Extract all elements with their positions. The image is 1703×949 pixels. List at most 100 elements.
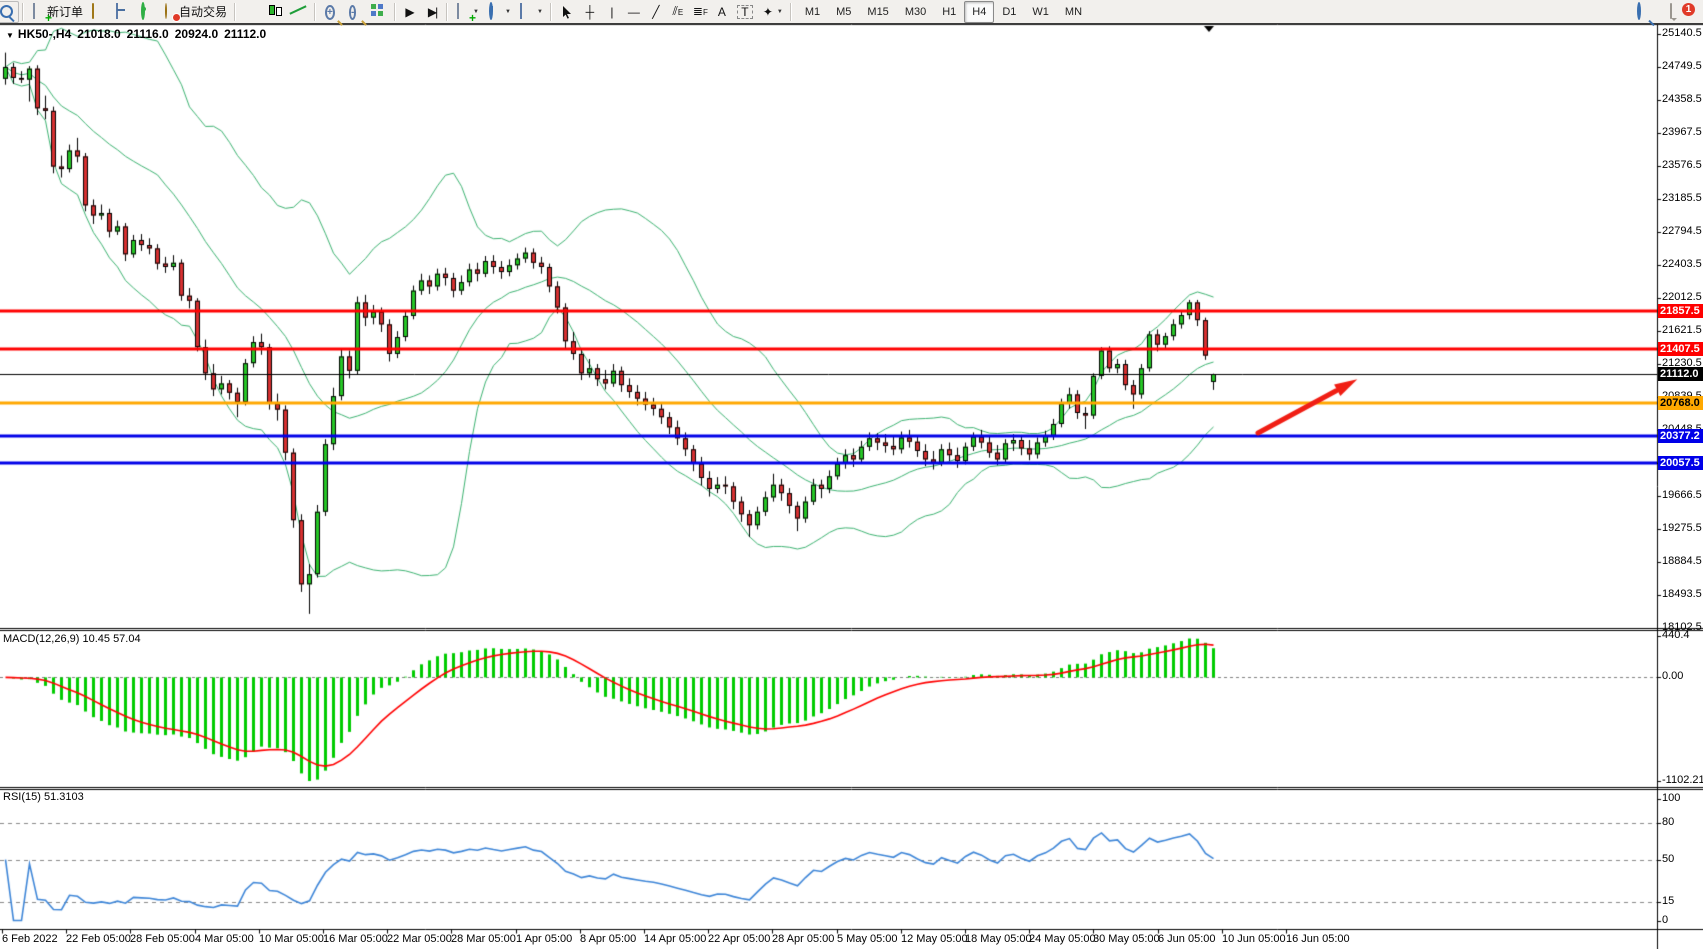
time-axis-label: 12 May 05:00 [901, 933, 968, 945]
macd-values: 10.45 57.04 [82, 633, 141, 645]
chart-menu-icon [0, 5, 13, 18]
cursor-button[interactable] [555, 1, 579, 23]
timeframe-label: M5 [836, 5, 852, 18]
price-axis-tick: 18884.5 [1662, 555, 1702, 567]
trendline-button[interactable]: ╱ [645, 1, 667, 23]
time-axis-label: 6 Jun 05:00 [1158, 933, 1216, 945]
timeframe-button-M30[interactable]: M30 [897, 1, 934, 23]
templates-button[interactable]: ▼ [515, 1, 547, 23]
time-axis-label: 10 Mar 05:00 [259, 933, 324, 945]
zoom-out-button[interactable]: - [343, 1, 367, 23]
price-axis-tick: 18493.5 [1662, 588, 1702, 600]
macd-axis-tick: 440.4 [1662, 629, 1690, 641]
horizontal-line-button[interactable]: — [623, 1, 645, 23]
macd-axis-tick: -1102.21 [1662, 774, 1703, 786]
price-axis-tick: 21230.5 [1662, 357, 1702, 369]
equidistant-channel-button[interactable]: ⫽E [667, 1, 689, 23]
signal-button[interactable] [135, 1, 159, 23]
open-value: 21018.0 [77, 27, 121, 41]
bar-chart-button[interactable] [239, 1, 263, 23]
price-level-tag: 21857.5 [1658, 304, 1703, 318]
vertical-line-icon: | [610, 4, 614, 19]
timeframe-button-MN[interactable]: MN [1057, 1, 1090, 23]
price-level-tag: 20377.2 [1658, 429, 1703, 443]
timeframe-label: M1 [804, 5, 821, 18]
text-icon: A [717, 4, 726, 19]
collapse-triangle-icon: ▼ [6, 31, 14, 40]
new-order-button[interactable]: 新订单 [27, 1, 87, 23]
chart-shift-button[interactable]: ▶| [421, 1, 443, 23]
clock-icon [488, 1, 493, 20]
search-button[interactable] [1631, 1, 1655, 23]
price-level-tag: 20057.5 [1658, 456, 1703, 470]
timeframe-label: D1 [1002, 5, 1017, 18]
auto-scroll-icon: ▶ [405, 4, 415, 19]
price-axis-tick: 22794.5 [1662, 225, 1702, 237]
time-axis-label: 16 Jun 05:00 [1286, 933, 1350, 945]
zoom-in-button[interactable]: + [319, 1, 343, 23]
fibonacci-icon: ≣F [692, 3, 708, 18]
time-axis-label: 16 Mar 05:00 [323, 933, 388, 945]
timeframe-label: M15 [867, 5, 889, 18]
periods-button[interactable]: ▼ [483, 1, 515, 23]
trade-ticket-button[interactable] [87, 1, 111, 23]
vertical-line-button[interactable]: | [601, 1, 623, 23]
timeframe-toolbar: M1 M5 M15 M30 H1 H4 D1 W1 MN [795, 0, 1092, 23]
time-axis-label: 28 Feb 05:00 [130, 933, 195, 945]
timeframe-button-W1[interactable]: W1 [1024, 1, 1057, 23]
new-order-icon [33, 2, 35, 19]
text-label-icon: T [736, 4, 753, 19]
toolbar-separator [22, 2, 24, 21]
zoom-in-icon: + [325, 4, 335, 20]
chevron-down-icon: ▼ [776, 8, 783, 15]
price-axis-tick: 21621.5 [1662, 324, 1702, 336]
timeframe-button-H4[interactable]: H4 [964, 0, 995, 23]
chart-menu-button[interactable] [0, 0, 19, 23]
crosshair-icon: ┼ [585, 4, 595, 19]
trade-ticket-icon [92, 2, 95, 19]
fibonacci-button[interactable]: ≣F [689, 1, 711, 23]
line-chart-button[interactable] [287, 1, 311, 23]
horizontal-line-icon: — [627, 4, 640, 19]
search-icon [1637, 1, 1641, 20]
price-level-tag: 21407.5 [1658, 342, 1703, 356]
timeframe-button-M1[interactable]: M1 [797, 1, 828, 23]
time-axis-label: 8 Apr 05:00 [580, 933, 637, 945]
auto-scroll-button[interactable]: ▶ [399, 1, 421, 23]
arrows-button[interactable]: ✦ ▼ [757, 1, 787, 23]
indicators-icon [457, 2, 460, 19]
chevron-down-icon: ▼ [504, 8, 511, 15]
time-axis-label: 14 Apr 05:00 [644, 933, 707, 945]
timeframe-button-M5[interactable]: M5 [828, 1, 859, 23]
timeframe-button-M15[interactable]: M15 [859, 1, 896, 23]
time-axis-label: 10 Jun 05:00 [1222, 933, 1286, 945]
timeframe-label: H4 [972, 5, 987, 18]
timeframe-button-H1[interactable]: H1 [934, 1, 964, 23]
chat-icon [1670, 2, 1672, 19]
market-watch-button[interactable] [111, 1, 135, 23]
notifications-button[interactable]: 1 [1665, 1, 1695, 23]
time-axis-label: 18 May 05:00 [965, 933, 1032, 945]
price-axis-tick: 19275.5 [1662, 522, 1702, 534]
rsi-label: RSI(15) [3, 791, 41, 803]
chart-ohlc-header: ▼ HK50-,H4 21018.0 21116.0 20924.0 21112.0 [6, 27, 272, 41]
auto-trading-button[interactable]: 自动交易 [159, 1, 231, 23]
price-axis-tick: 22403.5 [1662, 258, 1702, 270]
tile-windows-button[interactable] [367, 1, 391, 23]
cursor-icon [559, 4, 575, 20]
text-button[interactable]: A [711, 1, 733, 23]
auto-trading-icon [165, 2, 168, 19]
timeframe-label: MN [1064, 5, 1083, 18]
rsi-indicator-label: RSI(15) 51.3103 [3, 791, 84, 803]
crosshair-button[interactable]: ┼ [579, 1, 601, 23]
price-axis-tick: 24749.5 [1662, 60, 1702, 72]
indicators-button[interactable]: ▼ [451, 1, 483, 23]
text-label-button[interactable]: T [733, 1, 757, 23]
timeframe-button-D1[interactable]: D1 [994, 1, 1024, 23]
low-value: 20924.0 [174, 27, 219, 41]
zoom-out-icon: - [349, 4, 357, 20]
time-axis-label: 28 Apr 05:00 [772, 933, 835, 945]
symbol-label: HK50-,H4 [17, 27, 72, 41]
candlestick-chart-button[interactable] [263, 1, 287, 23]
